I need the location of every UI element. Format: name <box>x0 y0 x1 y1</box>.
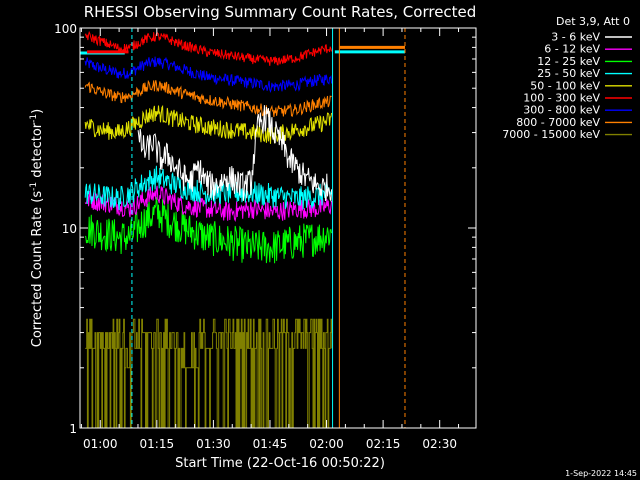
x-tick-label: 02:30 <box>422 437 457 451</box>
legend-label: 50 - 100 keV <box>530 79 600 92</box>
x-tick-label: 01:45 <box>253 437 288 451</box>
legend-label: 25 - 50 keV <box>537 67 600 80</box>
y-tick-label: 1 <box>69 422 77 436</box>
y-axis-label: Corrected Count Rate (s-1 detector-1) <box>29 109 45 347</box>
legend-header: Det 3,9, Att 0 <box>556 15 630 28</box>
series-line-7000-15000keV <box>85 318 333 429</box>
y-label-exp1: -1 <box>29 182 39 191</box>
series-line-100-300keV <box>84 30 333 66</box>
legend-label: 12 - 25 keV <box>537 55 600 68</box>
series-line-6-12keV <box>84 185 333 222</box>
y-tick-label: 10 <box>62 222 77 236</box>
legend-label: 300 - 800 keV <box>523 104 600 117</box>
legend-label: 6 - 12 keV <box>544 43 600 56</box>
x-axis-label: Start Time (22-Oct-16 00:50:22) <box>175 456 385 471</box>
legend-label: 800 - 7000 keV <box>516 116 600 129</box>
legend-label: 100 - 300 keV <box>523 92 600 105</box>
y-label-mid: detector <box>30 122 45 182</box>
x-tick-label: 02:00 <box>309 437 344 451</box>
series-line-3-6keV <box>137 105 333 203</box>
series-layer <box>84 30 333 429</box>
footer-timestamp: 1-Sep-2022 14:45 <box>565 469 637 478</box>
x-tick-label: 01:30 <box>196 437 231 451</box>
x-tick-label: 01:15 <box>140 437 175 451</box>
series-line-50-100keV <box>84 104 333 144</box>
series-line-25-50keV <box>84 165 333 211</box>
legend-label: 3 - 6 keV <box>551 31 600 44</box>
x-tick-label: 02:15 <box>366 437 401 451</box>
y-label-suffix: ) <box>30 109 45 114</box>
x-tick-label: 01:00 <box>83 437 118 451</box>
y-label-prefix: Corrected Count Rate (s <box>30 191 45 348</box>
y-tick-label: 100 <box>54 22 77 36</box>
series-line-800-7000keV <box>84 79 332 118</box>
legend-label: 7000 - 15000 keV <box>502 128 600 141</box>
series-line-12-25keV <box>84 196 333 264</box>
chart-title: RHESSI Observing Summary Count Rates, Co… <box>84 3 477 21</box>
y-label-exp2: -1 <box>29 114 39 123</box>
series-line-300-800keV <box>84 56 333 94</box>
axis-layer: 01:00 01:15 01:30 01:45 02:00 02:15 02:30 1 10 10… <box>54 22 476 451</box>
